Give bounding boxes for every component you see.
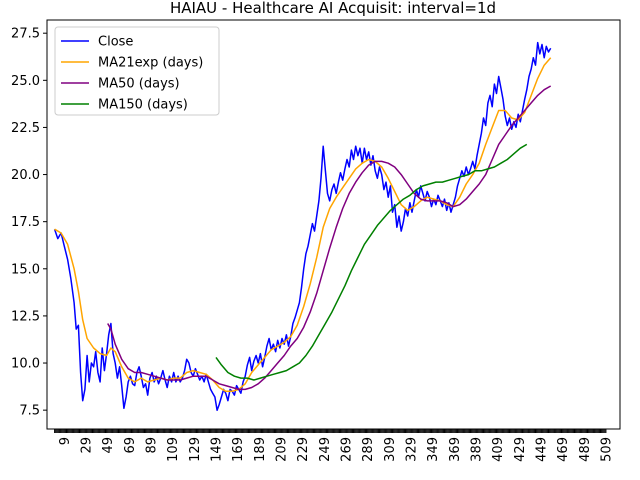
y-tick-label: 7.5 — [19, 404, 40, 419]
x-tick-label: 429 — [513, 437, 528, 462]
legend-label: MA150 (days) — [98, 98, 188, 113]
x-tick-label: 189 — [253, 437, 268, 462]
y-tick-label: 27.5 — [11, 27, 40, 42]
x-axis: 9 29 49 69 89 109 129 149 169 189 209 229 249 269 289 3… — [54, 429, 614, 462]
x-tick-label: 269 — [339, 437, 354, 462]
y-tick-label: 17.5 — [11, 215, 40, 230]
x-tick-label: 149 — [209, 437, 224, 462]
series-line-3 — [215, 143, 528, 381]
x-tick-label: 309 — [383, 437, 398, 462]
x-tick-label: 29 — [79, 437, 94, 454]
series-line-1 — [54, 57, 552, 393]
x-tick-label: 449 — [534, 437, 549, 462]
x-tick-label: 169 — [231, 437, 246, 462]
x-tick-label: 109 — [166, 437, 181, 462]
x-tick-label: 249 — [318, 437, 333, 462]
series-line-2 — [107, 85, 552, 391]
series-line-0 — [53, 41, 552, 411]
x-tick-label: 129 — [188, 437, 203, 462]
legend-label: MA50 (days) — [98, 77, 180, 92]
plot-area — [53, 41, 552, 411]
chart-title: HAIAU - Healthcare AI Acquisit: interval… — [170, 0, 496, 17]
x-tick-label: 289 — [361, 437, 376, 462]
x-tick-label: 209 — [274, 437, 289, 462]
x-tick-label: 389 — [469, 437, 484, 462]
y-tick-label: 20.0 — [11, 168, 40, 183]
x-tick-label: 49 — [101, 437, 116, 454]
x-tick-label: 509 — [599, 437, 614, 462]
x-tick-label: 469 — [556, 437, 571, 462]
legend: Close MA21exp (days) MA50 (days) MA150 (day… — [54, 26, 220, 116]
legend-label: Close — [98, 35, 133, 50]
x-tick-label: 329 — [404, 437, 419, 462]
x-tick-label: 229 — [296, 437, 311, 462]
y-axis: 7.5 10.0 12.5 15.0 17.5 20.0 22.5 25.0 27.5 — [11, 27, 47, 419]
x-tick-label: 489 — [578, 437, 593, 462]
y-tick-label: 12.5 — [11, 309, 40, 324]
x-tick-label: 369 — [448, 437, 463, 462]
axes-frame — [46, 19, 621, 430]
y-tick-label: 25.0 — [11, 74, 40, 89]
legend-label: MA21exp (days) — [98, 56, 203, 71]
x-tick-label: 89 — [144, 437, 159, 454]
x-tick-label: 69 — [123, 437, 138, 454]
legend-box — [54, 26, 220, 116]
y-tick-label: 22.5 — [11, 121, 40, 136]
x-tick-label: 9 — [58, 437, 73, 445]
x-tick-label: 349 — [426, 437, 441, 462]
y-tick-label: 10.0 — [11, 357, 40, 372]
y-tick-label: 15.0 — [11, 262, 40, 277]
x-tick-label: 409 — [491, 437, 506, 462]
